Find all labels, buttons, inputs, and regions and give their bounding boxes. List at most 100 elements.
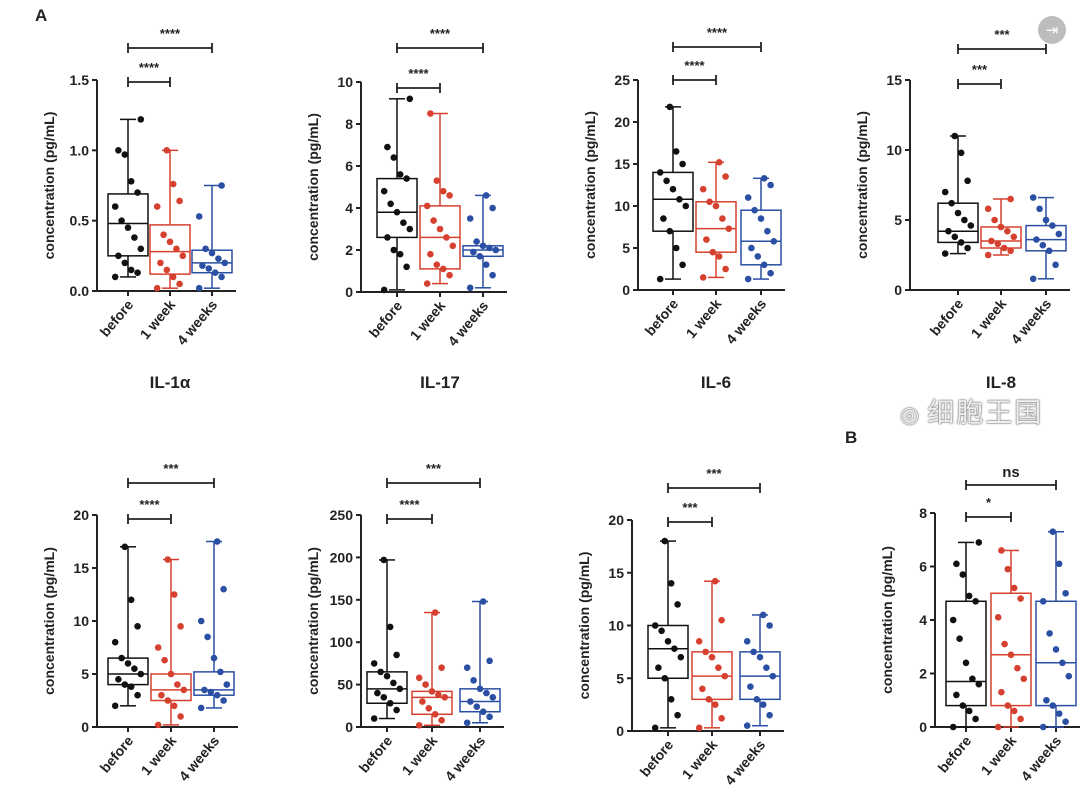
data-point [489, 271, 496, 279]
data-point [759, 611, 767, 619]
y-axis-label: concentration (pg/mL) [305, 113, 321, 261]
data-point [163, 266, 171, 274]
data-point [433, 177, 441, 184]
data-point [956, 635, 963, 643]
significance-label: *** [682, 500, 698, 515]
y-tick-label: 0 [81, 719, 89, 735]
data-point [1055, 230, 1063, 238]
data-point [1049, 702, 1057, 709]
data-point [703, 236, 710, 243]
data-point [213, 691, 221, 699]
data-point [466, 284, 474, 292]
significance-label: **** [707, 25, 728, 40]
data-point [167, 670, 175, 678]
data-point [712, 202, 720, 210]
data-point [215, 255, 222, 262]
data-point [744, 194, 752, 201]
x-tick-label: 4 weeks [445, 297, 492, 349]
data-point [743, 638, 751, 645]
data-point [1010, 584, 1018, 592]
x-tick-label: before [97, 296, 137, 339]
data-point [1033, 236, 1040, 243]
data-point [124, 660, 132, 667]
export-icon[interactable]: ⇥ [1038, 16, 1066, 44]
data-point [750, 648, 757, 656]
data-point [679, 160, 686, 168]
data-point [197, 704, 205, 712]
significance-label: *** [706, 466, 722, 481]
chart-title: IL-1α [150, 373, 191, 392]
data-point [134, 189, 141, 196]
data-point [1001, 640, 1008, 648]
data-point [115, 252, 122, 260]
data-point [708, 653, 716, 661]
box [149, 224, 191, 275]
data-point [721, 672, 729, 680]
data-point [131, 234, 138, 241]
y-tick-label: 15 [608, 565, 624, 581]
data-point [380, 694, 388, 701]
data-point [964, 177, 971, 185]
y-tick-label: 0.0 [70, 283, 90, 299]
data-point [1043, 696, 1050, 704]
data-point [994, 240, 1002, 248]
data-point [118, 654, 125, 662]
box [647, 624, 689, 679]
chart-panel-5: 0 50 100 150 200 250 concentration (pg/mL) befo… [305, 461, 504, 784]
data-point [949, 616, 957, 624]
data-point [953, 560, 960, 568]
data-point [473, 703, 481, 710]
y-tick-label: 0 [622, 282, 630, 298]
data-point [208, 249, 216, 257]
chart-panel-2: 0 5 10 15 20 25 concentration (pg/mL) before 1 w… [582, 25, 785, 392]
data-point [153, 284, 161, 292]
data-point [945, 227, 952, 235]
data-point [204, 633, 211, 641]
data-point [754, 253, 762, 260]
data-point [121, 543, 129, 551]
data-point [766, 622, 773, 629]
data-point [384, 234, 391, 241]
data-point [377, 668, 384, 676]
data-point [217, 668, 224, 676]
x-tick-label: before [637, 736, 677, 779]
y-axis-label: concentration (pg/mL) [576, 552, 592, 700]
data-point [180, 686, 188, 694]
data-point [127, 177, 135, 185]
significance-label: **** [160, 26, 181, 41]
data-point [195, 213, 203, 220]
data-point [441, 694, 449, 701]
data-point [197, 617, 205, 625]
data-point [747, 683, 754, 690]
data-point [965, 707, 973, 715]
data-point [954, 209, 962, 217]
data-point [699, 274, 707, 281]
data-point [439, 187, 447, 195]
data-point [393, 651, 400, 659]
data-point [406, 95, 414, 103]
data-point [1049, 528, 1057, 536]
data-point [207, 688, 215, 696]
data-point [1052, 646, 1060, 653]
data-point [770, 237, 778, 245]
data-point [959, 571, 967, 578]
y-tick-label: 6 [919, 559, 927, 575]
data-point [769, 672, 777, 680]
significance-label: *** [426, 461, 442, 476]
data-point [722, 173, 729, 180]
data-point [467, 698, 474, 705]
data-point [766, 711, 773, 719]
data-point [202, 245, 209, 253]
y-axis-label: concentration (pg/mL) [41, 547, 57, 695]
data-point [951, 233, 959, 241]
data-point [383, 672, 391, 680]
data-point [476, 252, 484, 260]
data-point [396, 685, 404, 693]
data-point [157, 259, 164, 267]
data-point [705, 696, 713, 703]
data-point [387, 200, 394, 208]
x-tick-label: before [366, 297, 406, 340]
x-tick-label: 4 weeks [174, 296, 221, 348]
data-point [651, 724, 659, 732]
data-point [949, 723, 957, 731]
